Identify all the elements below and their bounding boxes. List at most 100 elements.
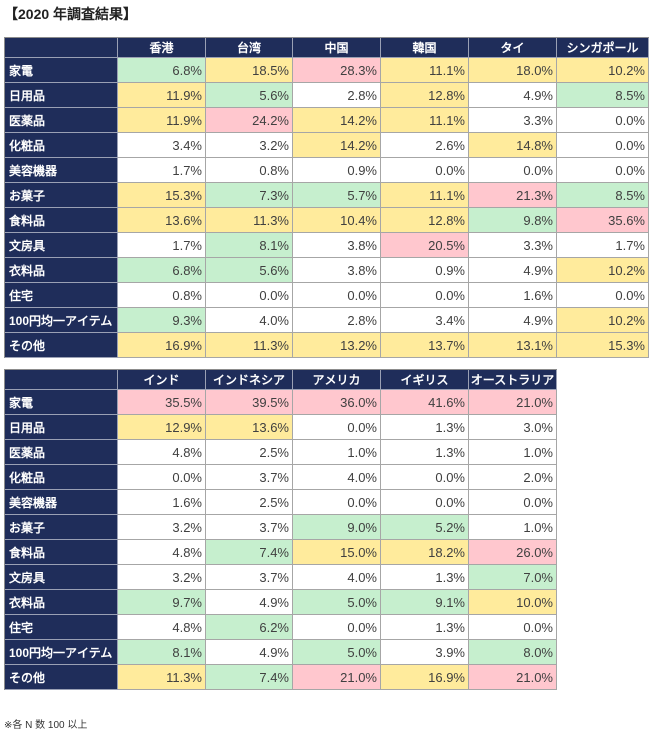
row-label: 100円均一アイテム <box>5 308 118 333</box>
value-cell: 0.0% <box>469 158 557 183</box>
value-cell: 3.4% <box>381 308 469 333</box>
value-cell: 13.7% <box>381 333 469 358</box>
column-header: 香港 <box>118 38 206 58</box>
value-cell: 11.3% <box>206 333 293 358</box>
value-cell: 41.6% <box>381 390 469 415</box>
value-cell: 1.3% <box>381 615 469 640</box>
value-cell: 3.3% <box>469 108 557 133</box>
value-cell: 3.2% <box>118 515 206 540</box>
value-cell: 1.3% <box>381 415 469 440</box>
row-label: 衣料品 <box>5 590 118 615</box>
value-cell: 4.9% <box>469 258 557 283</box>
value-cell: 0.0% <box>118 465 206 490</box>
value-cell: 1.6% <box>469 283 557 308</box>
value-cell: 21.3% <box>469 183 557 208</box>
value-cell: 1.0% <box>293 440 381 465</box>
row-label: 住宅 <box>5 615 118 640</box>
results-table-asia: 香港 台湾 中国 韓国 タイ シンガポール 家電 6.8% 18.5% 28.3% 11.1% 18.… <box>4 37 649 358</box>
value-cell: 6.8% <box>118 58 206 83</box>
value-cell: 14.8% <box>469 133 557 158</box>
header-corner-cell <box>5 370 118 390</box>
value-cell: 1.7% <box>557 233 649 258</box>
value-cell: 16.9% <box>381 665 469 690</box>
value-cell: 0.8% <box>206 158 293 183</box>
value-cell: 0.0% <box>293 615 381 640</box>
value-cell: 1.3% <box>381 440 469 465</box>
value-cell: 11.1% <box>381 183 469 208</box>
value-cell: 0.0% <box>469 490 557 515</box>
value-cell: 15.0% <box>293 540 381 565</box>
value-cell: 11.9% <box>118 83 206 108</box>
value-cell: 11.1% <box>381 108 469 133</box>
value-cell: 26.0% <box>469 540 557 565</box>
value-cell: 0.0% <box>206 283 293 308</box>
value-cell: 0.0% <box>381 465 469 490</box>
value-cell: 9.0% <box>293 515 381 540</box>
value-cell: 7.4% <box>206 665 293 690</box>
row-label: 化粧品 <box>5 133 118 158</box>
value-cell: 24.2% <box>206 108 293 133</box>
column-header: 台湾 <box>206 38 293 58</box>
value-cell: 0.0% <box>557 283 649 308</box>
value-cell: 0.0% <box>381 490 469 515</box>
page-title: 【2020 年調査結果】 <box>4 6 138 22</box>
value-cell: 8.5% <box>557 83 649 108</box>
value-cell: 35.6% <box>557 208 649 233</box>
row-label: その他 <box>5 665 118 690</box>
column-header: イギリス <box>381 370 469 390</box>
value-cell: 1.0% <box>469 515 557 540</box>
value-cell: 8.1% <box>118 640 206 665</box>
value-cell: 3.3% <box>469 233 557 258</box>
value-cell: 4.8% <box>118 440 206 465</box>
value-cell: 5.0% <box>293 590 381 615</box>
value-cell: 0.8% <box>118 283 206 308</box>
value-cell: 3.0% <box>469 415 557 440</box>
value-cell: 2.8% <box>293 308 381 333</box>
value-cell: 3.2% <box>118 565 206 590</box>
value-cell: 18.0% <box>469 58 557 83</box>
column-header: 韓国 <box>381 38 469 58</box>
value-cell: 14.2% <box>293 133 381 158</box>
value-cell: 18.2% <box>381 540 469 565</box>
value-cell: 5.6% <box>206 258 293 283</box>
row-label: お菓子 <box>5 183 118 208</box>
value-cell: 0.0% <box>557 158 649 183</box>
row-label: お菓子 <box>5 515 118 540</box>
row-label: 食料品 <box>5 208 118 233</box>
value-cell: 1.7% <box>118 233 206 258</box>
row-label: 家電 <box>5 390 118 415</box>
value-cell: 0.0% <box>557 108 649 133</box>
value-cell: 0.9% <box>381 258 469 283</box>
value-cell: 10.2% <box>557 308 649 333</box>
value-cell: 18.5% <box>206 58 293 83</box>
value-cell: 0.9% <box>293 158 381 183</box>
value-cell: 13.6% <box>206 415 293 440</box>
value-cell: 12.8% <box>381 208 469 233</box>
column-header: 中国 <box>293 38 381 58</box>
value-cell: 10.4% <box>293 208 381 233</box>
value-cell: 4.9% <box>206 590 293 615</box>
value-cell: 0.0% <box>293 490 381 515</box>
column-header: オーストラリア <box>469 370 557 390</box>
value-cell: 9.7% <box>118 590 206 615</box>
value-cell: 20.5% <box>381 233 469 258</box>
results-table-other-regions: インド インドネシア アメリカ イギリス オーストラリア 家電 35.5% 39.5% 36.0… <box>4 369 557 690</box>
column-header: インド <box>118 370 206 390</box>
value-cell: 7.4% <box>206 540 293 565</box>
value-cell: 0.0% <box>293 415 381 440</box>
value-cell: 21.0% <box>469 665 557 690</box>
row-label: 日用品 <box>5 83 118 108</box>
value-cell: 8.0% <box>469 640 557 665</box>
value-cell: 16.9% <box>118 333 206 358</box>
row-label: 家電 <box>5 58 118 83</box>
value-cell: 11.3% <box>118 665 206 690</box>
row-label: 医薬品 <box>5 440 118 465</box>
value-cell: 4.9% <box>206 640 293 665</box>
value-cell: 13.6% <box>118 208 206 233</box>
value-cell: 15.3% <box>557 333 649 358</box>
value-cell: 0.0% <box>381 283 469 308</box>
value-cell: 8.5% <box>557 183 649 208</box>
value-cell: 4.0% <box>206 308 293 333</box>
value-cell: 4.0% <box>293 565 381 590</box>
row-label: 文房具 <box>5 233 118 258</box>
